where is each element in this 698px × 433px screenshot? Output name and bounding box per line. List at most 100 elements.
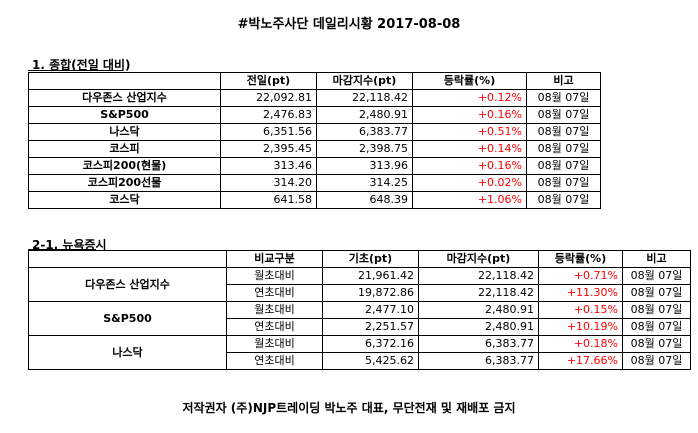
prev-value: 641.58 — [220, 191, 317, 209]
index-name: S&P500 — [28, 301, 227, 336]
change-value: +0.16% — [412, 106, 527, 124]
note-value: 08월 07일 — [622, 284, 691, 302]
comparison-type: 연초대비 — [226, 284, 323, 302]
close-value: 6,383.77 — [418, 335, 539, 353]
index-name: 다우존스 산업지수 — [28, 89, 221, 107]
table-row: 코스닥 641.58 648.39 +1.06% 08월 07일 — [28, 191, 601, 209]
prev-value: 2,476.83 — [220, 106, 317, 124]
header-cell: 비교구분 — [226, 250, 323, 268]
section2-underline — [28, 249, 96, 250]
index-name: 다우존스 산업지수 — [28, 267, 227, 302]
section1-label: 1. 종합(전일 대비) — [32, 58, 131, 72]
note-value: 08월 07일 — [622, 352, 691, 370]
table-row: 코스피 2,395.45 2,398.75 +0.14% 08월 07일 — [28, 140, 601, 158]
index-name: 코스피 — [28, 140, 221, 158]
note-value: 08월 07일 — [526, 106, 601, 124]
prev-value: 2,395.45 — [220, 140, 317, 158]
report-title: #박노주사단 데일리시황 2017-08-08 — [237, 17, 461, 32]
close-value: 22,118.42 — [418, 284, 539, 302]
prev-value: 22,092.81 — [220, 89, 317, 107]
note-value: 08월 07일 — [526, 174, 601, 192]
header-cell: 등락률(%) — [412, 72, 527, 90]
base-value: 5,425.62 — [322, 352, 419, 370]
table-row: 다우존스 산업지수 22,092.81 22,118.42 +0.12% 08월… — [28, 89, 601, 107]
change-value: +0.18% — [538, 335, 623, 353]
close-value: 648.39 — [316, 191, 413, 209]
change-value: +1.06% — [412, 191, 527, 209]
change-value: +10.19% — [538, 318, 623, 336]
table-row: 연초대비 5,425.62 6,383.77 +17.66% 08월 07일 — [29, 352, 691, 370]
note-value: 08월 07일 — [622, 335, 691, 353]
base-value: 2,477.10 — [322, 301, 419, 319]
index-name: 나스닥 — [28, 335, 227, 370]
change-value: +11.30% — [538, 284, 623, 302]
base-value: 21,961.42 — [322, 267, 419, 285]
note-value: 08월 07일 — [526, 191, 601, 209]
prev-value: 6,351.56 — [220, 123, 317, 141]
comparison-type: 연초대비 — [226, 318, 323, 336]
table-row: 코스피200선물 314.20 314.25 +0.02% 08월 07일 — [28, 174, 601, 192]
close-value: 313.96 — [316, 157, 413, 175]
close-value: 6,383.77 — [316, 123, 413, 141]
close-value: 22,118.42 — [316, 89, 413, 107]
change-value: +0.51% — [412, 123, 527, 141]
table-row: 나스닥 6,351.56 6,383.77 +0.51% 08월 07일 — [28, 123, 601, 141]
table-row: 코스피200(현물) 313.46 313.96 +0.16% 08월 07일 — [28, 157, 601, 175]
index-name: 코스피200선물 — [28, 174, 221, 192]
header-cell: 전일(pt) — [220, 72, 317, 90]
index-name: 코스피200(현물) — [28, 157, 221, 175]
header-cell: 비고 — [622, 250, 691, 268]
close-value: 2,480.91 — [316, 106, 413, 124]
base-value: 2,251.57 — [322, 318, 419, 336]
index-name: 코스닥 — [28, 191, 221, 209]
section1-underline — [28, 70, 123, 71]
comparison-type: 월초대비 — [226, 335, 323, 353]
table-row: 연초대비 2,251.57 2,480.91 +10.19% 08월 07일 — [29, 318, 691, 336]
base-value: 6,372.16 — [322, 335, 419, 353]
change-value: +0.02% — [412, 174, 527, 192]
change-value: +0.16% — [412, 157, 527, 175]
index-name: S&P500 — [28, 106, 221, 124]
header-cell — [28, 250, 227, 268]
header-cell: 마감지수(pt) — [418, 250, 539, 268]
table-header-row: 비교구분 기초(pt) 마감지수(pt) 등락률(%) 비고 — [28, 250, 691, 268]
header-cell — [28, 72, 221, 90]
note-value: 08월 07일 — [526, 157, 601, 175]
change-value: +0.14% — [412, 140, 527, 158]
close-value: 2,480.91 — [418, 301, 539, 319]
change-value: +0.71% — [538, 267, 623, 285]
note-value: 08월 07일 — [622, 318, 691, 336]
change-value: +0.12% — [412, 89, 527, 107]
close-value: 314.25 — [316, 174, 413, 192]
comparison-type: 연초대비 — [226, 352, 323, 370]
change-value: +0.15% — [538, 301, 623, 319]
table-row: S&P500 2,476.83 2,480.91 +0.16% 08월 07일 — [28, 106, 601, 124]
close-value: 22,118.42 — [418, 267, 539, 285]
note-value: 08월 07일 — [622, 301, 691, 319]
newyork-table: 비교구분 기초(pt) 마감지수(pt) 등락률(%) 비고 다우존스 산업지수… — [28, 250, 691, 370]
table-row: 나스닥 월초대비 6,372.16 6,383.77 +0.18% 08월 07… — [28, 335, 691, 370]
prev-value: 314.20 — [220, 174, 317, 192]
header-cell: 등락률(%) — [538, 250, 623, 268]
note-value: 08월 07일 — [622, 267, 691, 285]
base-value: 19,872.86 — [322, 284, 419, 302]
close-value: 2,480.91 — [418, 318, 539, 336]
header-cell: 마감지수(pt) — [316, 72, 413, 90]
copyright-footer: 저작권자 (주)NJP트레이딩 박노주 대표, 무단전재 및 재배포 금지 — [182, 401, 516, 415]
summary-table: 전일(pt) 마감지수(pt) 등락률(%) 비고 다우존스 산업지수 22,0… — [28, 72, 601, 209]
close-value: 2,398.75 — [316, 140, 413, 158]
note-value: 08월 07일 — [526, 123, 601, 141]
index-name: 나스닥 — [28, 123, 221, 141]
table-row: 다우존스 산업지수 월초대비 21,961.42 22,118.42 +0.71… — [28, 267, 691, 302]
section2-label: 2-1. 뉴욕증시 — [32, 238, 107, 252]
header-cell: 비고 — [526, 72, 601, 90]
prev-value: 313.46 — [220, 157, 317, 175]
change-value: +17.66% — [538, 352, 623, 370]
comparison-type: 월초대비 — [226, 267, 323, 285]
note-value: 08월 07일 — [526, 89, 601, 107]
close-value: 6,383.77 — [418, 352, 539, 370]
table-header-row: 전일(pt) 마감지수(pt) 등락률(%) 비고 — [28, 72, 601, 90]
comparison-type: 월초대비 — [226, 301, 323, 319]
header-cell: 기초(pt) — [322, 250, 419, 268]
note-value: 08월 07일 — [526, 140, 601, 158]
